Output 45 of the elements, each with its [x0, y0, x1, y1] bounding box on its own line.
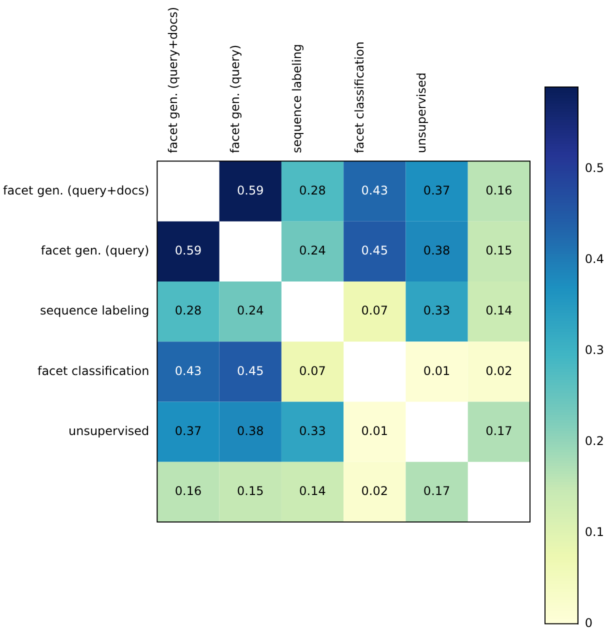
data-label: 0.59 [174, 244, 202, 258]
y-tick-label: sequence labeling [40, 304, 150, 318]
data-label: 0.24 [299, 244, 326, 258]
data-label: 0.24 [237, 304, 264, 318]
data-label: 0.17 [486, 424, 512, 438]
color-bar-label: 0.5 [584, 161, 604, 176]
data-label: 0.38 [423, 244, 450, 258]
data-label: 0.59 [237, 183, 264, 198]
data-label: 0.16 [486, 183, 512, 198]
data-label: 0.14 [486, 304, 512, 318]
data-label: 0.15 [237, 484, 264, 498]
y-tick-label: facet classification [37, 364, 150, 378]
data-label: 0.28 [299, 183, 326, 198]
data-label: 0.28 [174, 304, 202, 318]
data-label: 0.37 [423, 183, 450, 198]
x-tick-label: facet classification [352, 41, 366, 154]
data-label: 0.33 [423, 304, 450, 318]
color-bar-label: 0 [584, 616, 593, 630]
color-bar-label: 0.3 [584, 342, 604, 357]
color-bar-label: 0.4 [584, 252, 604, 266]
data-label: 0.15 [486, 244, 512, 258]
data-label: 0.45 [361, 244, 388, 258]
x-tick-label: facet gen. (query) [228, 44, 242, 154]
data-label: 0.38 [237, 424, 264, 438]
data-label: 0.37 [174, 424, 202, 438]
y-tick-label: facet gen. (query) [40, 244, 150, 258]
y-tick-label: unsupervised [68, 424, 150, 438]
data-label: 0.33 [299, 424, 326, 438]
data-label: 0.07 [299, 364, 326, 378]
data-label: 0.43 [174, 364, 202, 378]
color-bar-label: 0.2 [584, 434, 604, 448]
data-label: 0.01 [423, 364, 450, 378]
y-tick-label: facet gen. (query+docs) [2, 183, 150, 198]
data-label: 0.43 [361, 183, 388, 198]
data-label: 0.07 [361, 304, 388, 318]
data-label: 0.45 [237, 364, 264, 378]
data-label: 0.16 [174, 484, 202, 498]
data-label: 0.01 [361, 424, 388, 438]
x-tick-label: sequence labeling [290, 44, 304, 154]
data-label: 0.14 [299, 484, 326, 498]
x-tick-label: unsupervised [414, 72, 429, 154]
color-bar-label: 0.1 [584, 524, 604, 539]
data-label: 0.02 [361, 484, 388, 498]
data-label: 0.17 [423, 484, 450, 498]
data-label: 0.02 [486, 364, 512, 378]
